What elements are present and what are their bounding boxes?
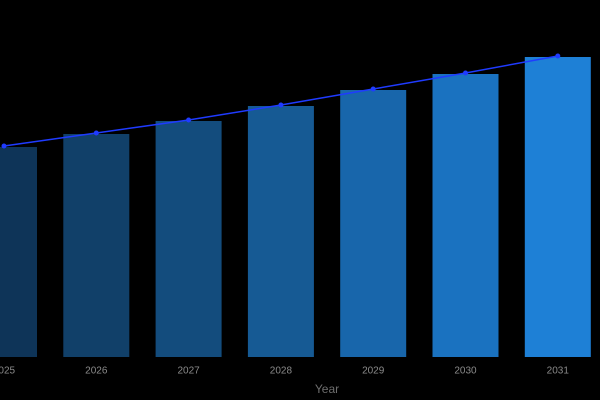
bar (247, 106, 314, 357)
bar (432, 74, 499, 357)
bar (63, 134, 130, 357)
x-tick-label: 2025 (0, 366, 16, 377)
line-point (93, 130, 99, 136)
bar (155, 121, 222, 357)
line-point (278, 102, 284, 108)
x-tick-label: 2031 (547, 366, 570, 377)
bar (524, 57, 591, 357)
line-point (463, 70, 468, 76)
bar (0, 147, 37, 357)
line-point (555, 53, 561, 59)
x-tick-label: 2029 (362, 366, 385, 377)
x-axis-title: Year (315, 382, 339, 396)
line-point (1, 143, 7, 149)
x-tick-label: 2030 (454, 366, 477, 377)
x-tick-label: 2028 (270, 366, 293, 377)
line-point (186, 117, 192, 123)
bar (340, 90, 407, 357)
x-tick-label: 2026 (85, 366, 108, 377)
line-point (370, 86, 376, 92)
x-tick-label: 2027 (177, 366, 200, 377)
